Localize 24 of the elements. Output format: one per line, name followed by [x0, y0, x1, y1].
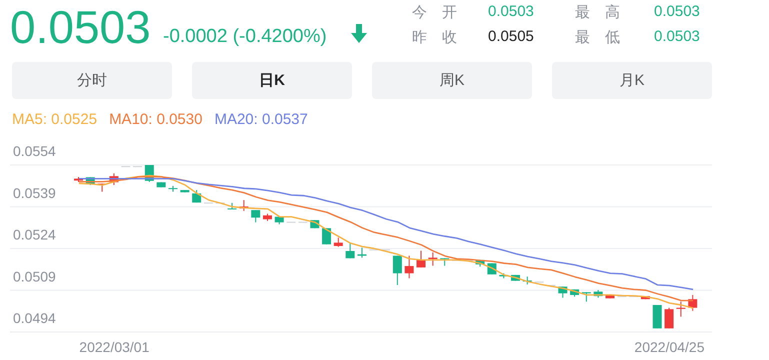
text: MA20: 0.0537: [214, 111, 308, 128]
text: 0.0505: [488, 28, 534, 45]
text: 今 开: [412, 3, 457, 22]
text: 0.0503: [10, 0, 151, 54]
text: -0.0002 (-0.4200%): [163, 26, 327, 48]
text: 日K: [192, 62, 352, 99]
x-tick-label: 2022/04/25: [634, 339, 705, 355]
text: MA10: 0.0530: [109, 111, 202, 128]
text: 0.0503: [654, 28, 700, 45]
text: 周K: [372, 62, 532, 99]
text: 0.0503: [488, 3, 534, 20]
text: 0.0503: [654, 3, 700, 20]
x-tick-label: 2022/03/01: [79, 339, 150, 355]
text: 最 高: [575, 3, 620, 22]
y-tick-label: 0.0539: [13, 184, 56, 201]
text: 分时: [12, 62, 172, 99]
y-tick-label: 0.0524: [13, 226, 56, 242]
y-tick-label: 0.0509: [13, 268, 56, 284]
y-tick-label: 0.0554: [13, 143, 56, 159]
y-tick-label: 0.0494: [13, 310, 56, 326]
text: 最 低: [575, 28, 620, 47]
text: MA5: 0.0525: [12, 111, 98, 128]
text: 昨 收: [412, 28, 457, 47]
text: 月K: [552, 62, 712, 99]
